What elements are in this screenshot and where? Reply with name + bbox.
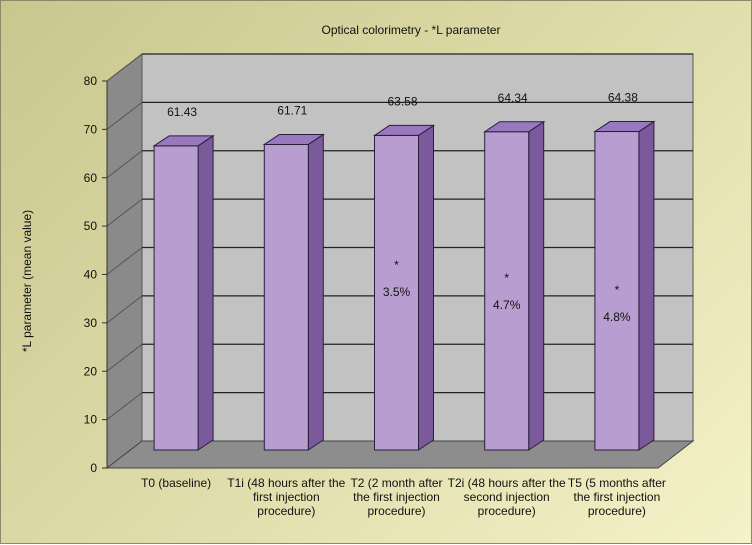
gridline-side <box>106 247 143 275</box>
gridline-side <box>106 198 143 227</box>
significance-marker: * <box>394 258 399 272</box>
x-tick-label: T0 (baseline) <box>141 476 211 490</box>
bar <box>374 134 419 451</box>
bar-top <box>483 121 546 133</box>
bar <box>594 131 640 451</box>
data-label: 63.58 <box>387 94 417 108</box>
plot-floor <box>105 440 695 469</box>
bar-group <box>152 134 215 451</box>
bar-group <box>372 124 436 451</box>
bar-group <box>483 120 546 451</box>
x-tick-label: T2 (2 month after the first injection proc… <box>350 476 442 518</box>
bar-group <box>262 133 325 451</box>
bar-side <box>197 134 214 451</box>
significance-marker: * <box>504 271 509 285</box>
bar <box>263 143 309 451</box>
data-label: 61.43 <box>167 105 197 119</box>
gridline-side <box>106 53 143 82</box>
data-label: 64.38 <box>608 91 638 105</box>
y-tick-label: 50 <box>84 219 98 233</box>
bar-side <box>307 133 324 451</box>
bar-top <box>593 121 656 133</box>
y-tick-label: 40 <box>84 268 98 282</box>
gridline-side <box>106 343 143 372</box>
gridline-side <box>106 101 143 130</box>
bars <box>152 120 656 451</box>
gridline-side <box>106 295 143 324</box>
x-tick-label: T5 (5 months after the first injection pro… <box>568 476 666 518</box>
percent-change-label: 4.8% <box>603 310 631 324</box>
data-label: 61.71 <box>277 103 307 117</box>
percent-change-label: 4.7% <box>493 298 521 312</box>
x-tick-label: T1i (48 hours after the first injection pr… <box>227 476 345 518</box>
y-tick-label: 30 <box>84 316 98 330</box>
y-tick-label: 20 <box>84 364 98 378</box>
significance-marker: * <box>615 283 620 297</box>
y-axis-title: *L parameter (mean value) <box>20 210 34 352</box>
bar <box>153 145 199 451</box>
bar-top <box>262 133 325 145</box>
labels: 61.43 T0 (baseline) 61.71 T1i (48 hours aft… <box>141 91 666 518</box>
chart-title: Optical colorimetry - *L parameter <box>322 23 501 37</box>
bar-top <box>372 124 436 136</box>
gridline-side <box>106 150 143 179</box>
percent-change-label: 3.5% <box>383 285 411 299</box>
y-tick-label: 10 <box>84 413 98 427</box>
data-label: 64.34 <box>498 91 528 105</box>
y-tick-label: 0 <box>90 461 97 475</box>
y-tick-label: 70 <box>84 122 98 136</box>
bar-top <box>152 135 215 147</box>
bar <box>484 131 530 451</box>
bar-side <box>638 120 655 451</box>
bar-side <box>528 120 545 451</box>
y-axis: 0 10 20 30 40 50 60 70 80 <box>84 74 108 475</box>
bar-side <box>418 124 434 451</box>
gridline-side <box>106 392 143 421</box>
y-tick-label: 80 <box>84 74 98 88</box>
bar-group <box>593 120 656 451</box>
y-tick-label: 60 <box>84 171 98 185</box>
x-tick-label: T2i (48 hours after the second injection p… <box>448 476 566 518</box>
